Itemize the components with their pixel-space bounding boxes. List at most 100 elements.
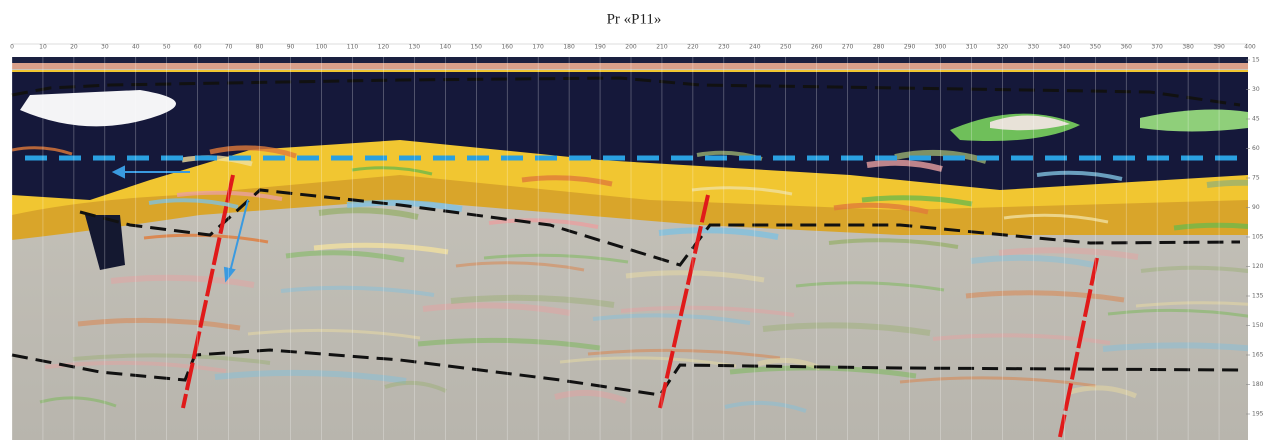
reflector-stripe: [1036, 170, 1123, 181]
reflector-stripe: [209, 145, 297, 159]
reflector-stripe: [1069, 385, 1137, 399]
distance-tick-label: 380: [1182, 44, 1194, 51]
reflector-stripe: [1173, 222, 1248, 231]
reflector-stripe: [828, 238, 959, 249]
depth-tick-label: 60: [1252, 145, 1260, 152]
reflector-stripe: [280, 285, 435, 297]
reflector-stripe: [39, 396, 117, 408]
depth-tick-label: 195: [1252, 411, 1264, 418]
reflector-stripe: [1107, 308, 1248, 318]
distance-tick-label: 180: [563, 44, 575, 51]
reflector-stripe: [554, 389, 628, 404]
distance-tick-label: 360: [1120, 44, 1132, 51]
distance-tick-label: 160: [501, 44, 513, 51]
depth-tick-label: 90: [1252, 204, 1260, 211]
reflector-stripe: [587, 348, 781, 360]
distance-tick-label: 120: [378, 44, 390, 51]
reflector-stripe: [1206, 179, 1248, 188]
depth-tick-label: 75: [1252, 175, 1260, 182]
distance-tick-label: 300: [935, 44, 947, 51]
reflector-stripe: [833, 202, 929, 215]
distance-axis: 0 10 20 30 40 50 60 70 80 90 100 110 120 130 140 150 160…: [10, 44, 1256, 440]
distance-tick-label: 110: [347, 44, 359, 51]
reflector-stripe: [762, 322, 931, 336]
distance-tick-label: 330: [1028, 44, 1040, 51]
reflector-stripe: [77, 317, 241, 331]
reflector-stripe: [724, 400, 807, 413]
distance-tick-label: 150: [471, 44, 483, 51]
reflector-stripe: [1140, 265, 1248, 274]
reflector-stripe: [384, 380, 447, 393]
reflector-stripe: [422, 302, 571, 316]
reflector-stripe: [899, 376, 1097, 388]
distance-tick-label: 140: [440, 44, 452, 51]
horizon-lines: [11, 76, 1241, 397]
reflector-stripe: [351, 166, 433, 176]
depth-tick-label: 135: [1252, 293, 1264, 300]
depth-axis: 15 30 45 60 75 90 105 120 135 150 165 180 195: [1246, 57, 1264, 418]
depth-tick-label: 105: [1252, 234, 1264, 241]
reflector-stripe: [346, 199, 463, 212]
distance-tick-label: 40: [132, 44, 140, 51]
depth-tick-label: 45: [1252, 116, 1260, 123]
depth-tick-label: 180: [1252, 381, 1264, 388]
distance-tick-label: 290: [904, 44, 916, 51]
reflector-stripe: [965, 290, 1125, 303]
distance-tick-label: 260: [811, 44, 823, 51]
reflector-stripe: [318, 207, 419, 220]
distance-tick-label: 350: [1090, 44, 1102, 51]
reflector-stripe: [521, 175, 613, 187]
reflector-stripe: [455, 261, 585, 272]
depth-tick-label: 165: [1252, 352, 1264, 359]
reflector-stripe: [691, 186, 793, 196]
distance-tick-label: 220: [687, 44, 699, 51]
reflector-stripe: [417, 337, 601, 351]
reflector-stripe: [110, 274, 255, 288]
distance-tick-label: 210: [656, 44, 668, 51]
reflector-stripe: [861, 195, 973, 207]
reflector-stripe: [1102, 342, 1248, 352]
radargram-image: [12, 57, 1248, 440]
figure-title: Pr «P11»: [607, 11, 662, 27]
reflector-stripe: [72, 353, 271, 365]
distance-tick-label: 320: [997, 44, 1009, 51]
arrows: [111, 165, 249, 283]
reflector-stripe: [795, 281, 945, 292]
distance-tick-label: 310: [966, 44, 978, 51]
distance-tick-label: 50: [163, 44, 171, 51]
distance-tick-label: 270: [842, 44, 854, 51]
distance-tick-label: 280: [873, 44, 885, 51]
reflector-stripe: [620, 305, 795, 317]
distance-tick-label: 100: [316, 44, 328, 51]
distance-tick-label: 20: [70, 44, 78, 51]
distance-tick-label: 390: [1213, 44, 1225, 51]
distance-tick-label: 90: [287, 44, 295, 51]
distance-tick-label: 370: [1151, 44, 1163, 51]
reflector-stripe: [1003, 213, 1109, 224]
distance-tick-label: 80: [256, 44, 264, 51]
reflector-stripe: [313, 242, 449, 255]
distance-tick-label: 230: [718, 44, 730, 51]
reflector-stripe: [483, 253, 629, 264]
distance-tick-label: 60: [194, 44, 202, 51]
reflector-stripe: [148, 198, 239, 209]
distance-tick-label: 250: [780, 44, 792, 51]
reflector-stripe: [488, 218, 599, 229]
reflector-stripe: [970, 254, 1095, 268]
reflector-stripe: [592, 313, 751, 325]
reflector-stripe: [625, 270, 765, 283]
reflector-stripe: [285, 250, 405, 263]
depth-tick-label: 15: [1252, 57, 1260, 64]
distance-tick-label: 10: [39, 44, 47, 51]
distance-tick-label: 30: [101, 44, 109, 51]
reflector-stripe: [866, 159, 943, 172]
depth-tick-label: 30: [1252, 86, 1260, 93]
reflector-stripe: [247, 328, 421, 340]
distance-tick-label: 170: [532, 44, 544, 51]
reflector-stripe: [932, 333, 1111, 345]
reflector-stripe: [12, 146, 73, 156]
reflector-stripe: [998, 247, 1139, 260]
distance-tick-label: 340: [1059, 44, 1071, 51]
